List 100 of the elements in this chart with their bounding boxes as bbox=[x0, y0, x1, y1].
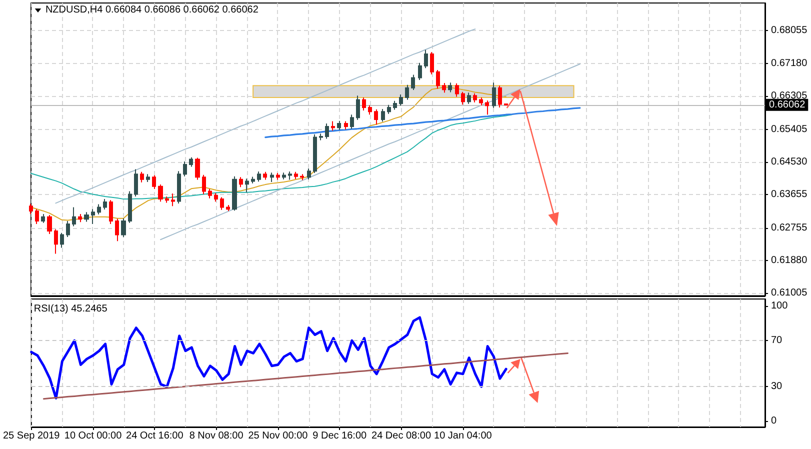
line-series bbox=[30, 114, 513, 200]
candlestick bbox=[399, 94, 403, 106]
candlestick bbox=[257, 171, 261, 182]
candlestick bbox=[195, 157, 200, 180]
candlestick bbox=[202, 174, 206, 195]
candlestick bbox=[325, 123, 329, 140]
y-tick-label: 0.61880 bbox=[771, 254, 808, 266]
candlestick bbox=[115, 218, 119, 242]
candlestick bbox=[245, 178, 249, 193]
y-tick-label: 0.66305 bbox=[771, 90, 808, 102]
candlestick bbox=[418, 62, 422, 81]
y-tick-label: 100 bbox=[771, 300, 788, 312]
ref-line-label: 0.66062 bbox=[769, 99, 806, 110]
x-tick-label: 24 Oct 16:00 bbox=[126, 430, 184, 442]
line-series bbox=[160, 64, 580, 240]
line-series bbox=[42, 352, 568, 400]
x-tick-label: 8 Nov 08:00 bbox=[189, 430, 244, 442]
candlestick bbox=[393, 100, 397, 110]
line-series bbox=[55, 28, 476, 204]
candlestick bbox=[183, 160, 187, 177]
candlestick bbox=[276, 172, 280, 180]
candlestick bbox=[189, 156, 193, 168]
candlestick bbox=[307, 168, 311, 180]
candlestick bbox=[47, 214, 52, 235]
y-tick-label: 30 bbox=[771, 381, 783, 392]
y-tick-label: 0.64530 bbox=[771, 156, 808, 168]
candlestick bbox=[134, 168, 138, 197]
candlestick bbox=[387, 104, 391, 114]
candlestick bbox=[479, 96, 483, 106]
y-tick-label: 0.65405 bbox=[771, 124, 808, 135]
candlestick bbox=[300, 174, 304, 181]
candlestick bbox=[29, 203, 33, 214]
candlestick bbox=[436, 69, 440, 90]
candlestick bbox=[54, 228, 58, 254]
candlestick bbox=[251, 176, 255, 184]
y-tick-label: 70 bbox=[771, 335, 783, 346]
y-tick-label: 0.67180 bbox=[771, 58, 808, 69]
y-tick-label: 0.63655 bbox=[771, 188, 808, 200]
candlestick bbox=[226, 204, 230, 212]
y-tick-label: 0 bbox=[771, 416, 777, 427]
y-tick-label: 0.61005 bbox=[771, 288, 808, 298]
chart-title: RSI(13) 45.2465 bbox=[34, 304, 108, 314]
candlestick bbox=[60, 232, 64, 248]
candlestick bbox=[498, 85, 502, 108]
candlestick bbox=[146, 174, 150, 182]
candlestick bbox=[442, 82, 446, 94]
y-tick-label: 0.62755 bbox=[771, 222, 808, 234]
candlestick bbox=[109, 200, 113, 224]
candlestick bbox=[448, 82, 452, 93]
candlestick bbox=[461, 91, 465, 106]
candlestick bbox=[152, 174, 156, 190]
candlestick bbox=[177, 170, 181, 204]
line-series bbox=[30, 86, 506, 221]
candlestick bbox=[356, 95, 360, 120]
candlestick bbox=[232, 176, 237, 212]
candlestick bbox=[270, 172, 274, 182]
candlestick bbox=[97, 204, 101, 215]
candlestick bbox=[78, 213, 82, 223]
candlestick bbox=[66, 220, 70, 238]
candlestick bbox=[220, 196, 224, 210]
x-tick-label: 24 Dec 08:00 bbox=[372, 430, 432, 442]
candlestick bbox=[362, 96, 366, 112]
candlestick bbox=[319, 133, 323, 141]
candlestick bbox=[165, 196, 169, 204]
candlestick bbox=[121, 218, 126, 238]
x-tick-label: 25 Nov 00:00 bbox=[248, 430, 308, 442]
candlestick bbox=[288, 171, 292, 180]
line-series bbox=[264, 107, 581, 138]
x-tick-label: 10 Oct 00:00 bbox=[64, 430, 122, 442]
candlestick bbox=[492, 82, 496, 108]
candlestick bbox=[282, 172, 286, 180]
candlestick bbox=[91, 208, 95, 224]
candlestick bbox=[208, 188, 212, 199]
candlestick bbox=[350, 114, 354, 130]
x-tick-label: 25 Sep 2019 bbox=[3, 430, 60, 442]
chart-title: NZDUSD,H4 0.66084 0.66086 0.66062 0.66062 bbox=[45, 4, 259, 16]
candlestick bbox=[171, 192, 175, 207]
x-tick-label: 10 Jan 04:00 bbox=[434, 430, 492, 442]
candlestick bbox=[455, 82, 459, 98]
x-tick-label: 9 Dec 16:00 bbox=[312, 430, 368, 442]
candlestick bbox=[140, 171, 144, 183]
candlestick bbox=[294, 171, 298, 180]
candlestick bbox=[485, 100, 489, 116]
candlestick bbox=[214, 192, 218, 202]
candlestick bbox=[473, 92, 477, 103]
candlestick bbox=[368, 104, 372, 116]
candlestick bbox=[158, 184, 163, 202]
candlestick bbox=[331, 120, 335, 132]
y-tick-label: 0.68055 bbox=[771, 25, 808, 36]
candlestick bbox=[41, 213, 45, 224]
candlestick bbox=[72, 206, 76, 227]
candlestick bbox=[344, 120, 348, 130]
candlestick bbox=[424, 49, 428, 69]
candlestick bbox=[313, 134, 317, 174]
candlestick bbox=[430, 52, 434, 75]
line-series bbox=[30, 316, 508, 400]
candlestick bbox=[374, 108, 378, 126]
candlestick bbox=[337, 120, 341, 130]
candlestick bbox=[411, 74, 415, 91]
candlestick bbox=[35, 208, 39, 224]
